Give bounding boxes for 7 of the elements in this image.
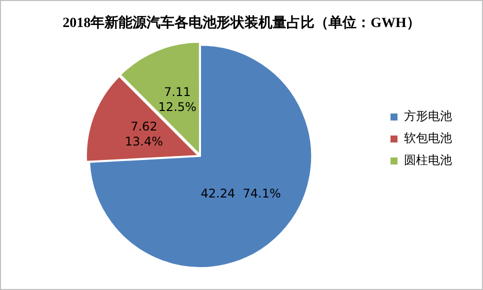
chart-title: 2018年新能源汽车各电池形状装机量占比（单位：GWH） [62, 14, 420, 32]
data-label: 42.24 74.1% [200, 186, 281, 201]
data-label: 7.11 12.5% [158, 85, 196, 114]
legend-label: 圆柱电池 [404, 153, 452, 168]
legend-label: 软包电池 [404, 131, 452, 146]
legend-label: 方形电池 [404, 109, 452, 124]
data-label: 7.62 13.4% [124, 119, 164, 148]
